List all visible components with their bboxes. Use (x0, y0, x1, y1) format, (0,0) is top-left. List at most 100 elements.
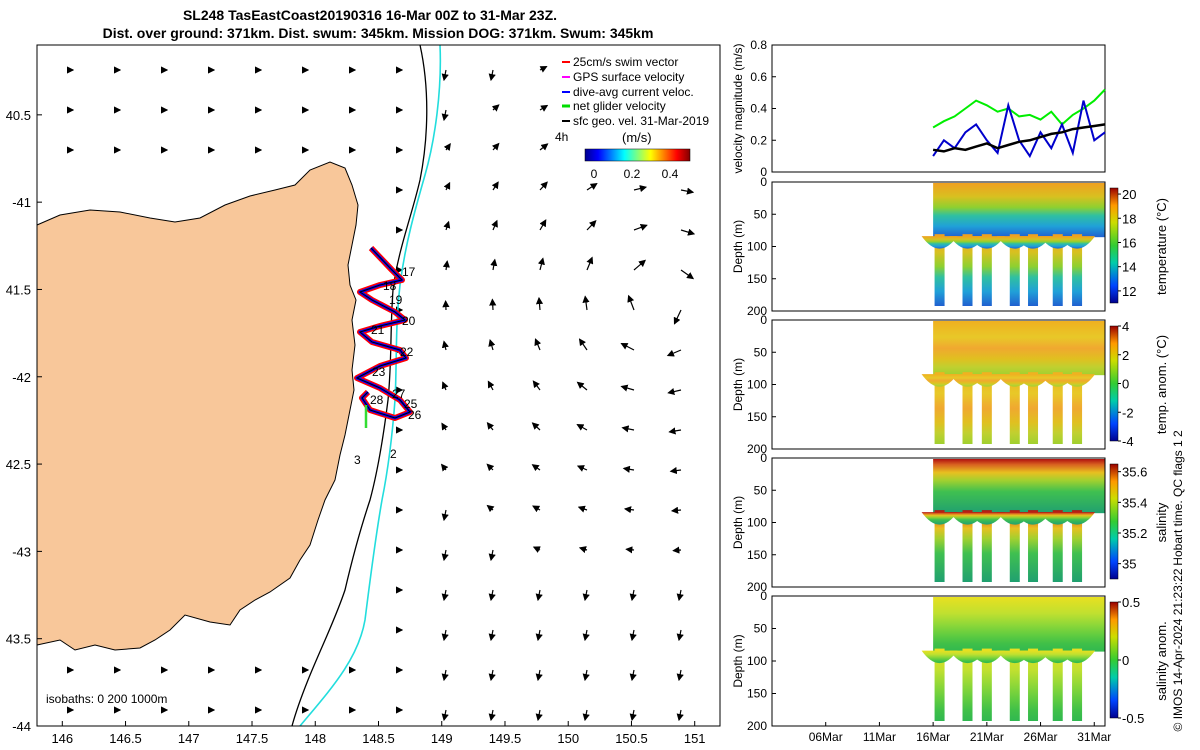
velocity-arrow (441, 629, 449, 642)
velocity-arrow (629, 629, 637, 642)
velocity-arrow (531, 422, 541, 431)
legend-label: GPS surface velocity (573, 70, 684, 84)
velocity-y-tick-label: 0 (760, 165, 767, 179)
heatmap-dive-taper (921, 236, 958, 249)
colorbar-tick-label: 4 (1122, 319, 1129, 334)
velocity-arrow (539, 181, 548, 191)
velocity-arrow (539, 104, 549, 112)
colorbar-tick: 0.2 (624, 167, 641, 181)
velocity-arrow (676, 669, 684, 682)
heatmap-surface-band (933, 183, 1105, 238)
velocity-arrow (442, 260, 450, 271)
velocity-arrow (576, 381, 588, 391)
heatmap-dive-taper (1015, 512, 1052, 525)
heatmap-panel: 0 50 100 150 200 Depth (m) 4 2 0 -2 -4 temp. anom. … (731, 313, 1169, 456)
map-legend: 25cm/s swim vector GPS surface velocity … (555, 55, 709, 181)
velocity-arrow (620, 342, 635, 351)
heatmap-dive-taper (968, 650, 1005, 664)
depth-axis-label: Depth (m) (731, 358, 745, 411)
velocity-arrow (491, 219, 498, 231)
velocity-arrow (532, 380, 541, 391)
velocity-arrow (576, 424, 588, 431)
colorbar-tick-label: 0.5 (1122, 595, 1140, 610)
velocity-arrow (673, 309, 682, 325)
heatmap-dive-column (934, 372, 945, 444)
colorbar-tick-label: 35.4 (1122, 495, 1147, 510)
date-tick-label: 16Mar (916, 730, 950, 744)
track-label: 21 (371, 323, 385, 337)
velocity-arrow (488, 669, 496, 682)
velocity-arrow (487, 380, 495, 391)
velocity-arrow (486, 463, 495, 472)
title-line-1: SL248 TasEastCoast20190316 16-Mar 00Z to… (183, 7, 557, 23)
colorbar-tick-label: 16 (1122, 235, 1136, 250)
colorbar-tick-label: 20 (1122, 187, 1136, 202)
track-label: 27 (392, 387, 406, 401)
velocity-arrow (670, 506, 682, 514)
velocity-arrow (539, 66, 548, 73)
velocity-arrow (441, 549, 449, 562)
velocity-y-tick-label: 0.2 (750, 133, 767, 147)
velocity-arrow (440, 463, 449, 472)
velocity-arrow (488, 69, 496, 82)
depth-tick-label: 150 (747, 687, 767, 701)
colorbar-axis-label: temperature (°C) (1154, 198, 1169, 295)
track-labels: 17 18 19 20 21 22 23 27 28 25 26 3 2 (354, 265, 422, 467)
velocity-arrow (532, 546, 541, 553)
colorbar-unit: (m/s) (622, 130, 652, 145)
colorbar-tick: 0.4 (662, 167, 679, 181)
velocity-arrow (534, 338, 542, 351)
heatmap-dive-column (1009, 510, 1020, 582)
date-tick-label: 11Mar (863, 730, 896, 744)
velocity-arrows (67, 66, 696, 722)
colorbar-axis-label: temp. anom. (°C) (1154, 335, 1169, 434)
heatmap-dive-column (1009, 648, 1020, 721)
heatmap-dive-column (1009, 372, 1020, 444)
x-tick-label: 146.5 (109, 731, 142, 746)
velocity-arrow (488, 549, 496, 562)
heatmap-dive-column (1072, 372, 1083, 444)
isobath-1000m (291, 44, 428, 727)
velocity-arrow (629, 589, 637, 602)
colorbar-tick-label: 14 (1122, 260, 1136, 275)
y-tick-label: 42.5 (6, 457, 31, 472)
velocity-arrow (633, 259, 647, 271)
heatmap-dive-column (1028, 648, 1039, 721)
tasmania-land (36, 161, 359, 651)
heatmap-dive-taper (968, 512, 1005, 525)
depth-tick-label: 0 (760, 451, 767, 465)
legend-label: net glider velocity (573, 99, 666, 113)
y-tick-label: -41 (12, 195, 31, 210)
colorbar-axis-label: salinity anom. (1154, 621, 1169, 700)
velocity-arrow (531, 464, 541, 472)
depth-tick-label: 50 (754, 345, 768, 359)
heatmap-dive-column (962, 648, 973, 721)
map-panel: 17 18 19 20 21 22 23 27 28 25 26 3 2 25c… (6, 44, 721, 746)
legend-label: sfc geo. vel. 31-Mar-2019 (573, 114, 709, 128)
heatmap-dive-column (981, 510, 992, 582)
depth-tick-label: 150 (747, 410, 767, 424)
velocity-arrow (633, 185, 648, 193)
y-tick-label: -44 (12, 719, 31, 734)
track-label: 18 (383, 279, 397, 293)
velocity-arrow (582, 709, 590, 722)
velocity-colorbar (584, 148, 691, 162)
depth-tick-label: 200 (747, 719, 767, 733)
heatmap-dive-column (981, 372, 992, 444)
velocity-arrow (623, 506, 635, 514)
x-tick-label: 150 (557, 731, 579, 746)
colorbar-tick-label: -2 (1122, 405, 1134, 420)
velocity-arrow (441, 669, 449, 682)
y-tick-label: 43.5 (6, 632, 31, 647)
heatmap-dive-taper (1059, 374, 1096, 387)
velocity-arrow (576, 465, 588, 472)
track-label: 23 (372, 365, 386, 379)
velocity-arrow (491, 104, 500, 112)
track-label: 20 (402, 314, 416, 328)
x-tick-label: 151 (684, 731, 706, 746)
heatmap-dive-taper (1059, 236, 1096, 249)
heatmap-dive-column (1028, 510, 1039, 582)
depth-tick-label: 200 (747, 442, 767, 456)
velocity-arrow (669, 466, 682, 475)
velocity-arrow (443, 220, 451, 231)
